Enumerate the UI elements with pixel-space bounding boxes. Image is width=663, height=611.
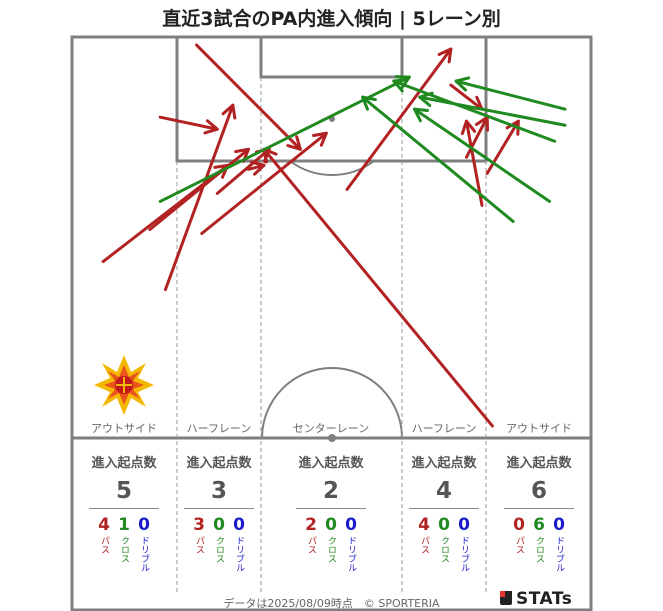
pass-label: パス	[99, 536, 109, 554]
dribble-label: ドリブル	[459, 536, 469, 572]
lane-labels: アウトサイド ハーフレーン センターレーン ハーフレーン アウトサイド	[91, 422, 572, 435]
divider	[409, 508, 479, 509]
dribble-label: ドリブル	[554, 536, 564, 572]
pass-count: 0	[513, 515, 525, 535]
dribble-count: 0	[233, 515, 245, 535]
entry-total: 2	[322, 478, 339, 504]
pass-arrow-head-6	[312, 131, 328, 147]
brand-text: STATs	[516, 589, 573, 609]
pass-label: パス	[306, 536, 316, 554]
cross-count: 1	[118, 515, 130, 535]
pass-count: 2	[305, 515, 317, 535]
dribble-count: 0	[553, 515, 565, 535]
entry-total: 3	[210, 478, 227, 504]
entry-total: 6	[530, 478, 547, 504]
dribble-count: 0	[345, 515, 357, 535]
pass-label: パス	[419, 536, 429, 554]
dribble-label: ドリブル	[234, 536, 244, 572]
footer-note: データは2025/08/09時点 © SPORTERIA	[223, 597, 440, 610]
cross-label: クロス	[534, 536, 544, 563]
lane-stat-half-right: 進入起点数 4 4 パス 0 クロス 0 ドリブル	[396, 452, 492, 572]
lane-label-3: ハーフレーン	[412, 422, 477, 435]
entry-arrows	[101, 43, 567, 428]
lane-stat-outside-left: 進入起点数 5 4 パス 1 クロス 0 ドリブル	[76, 452, 172, 572]
pitch-lines	[70, 35, 593, 611]
pass-arrow-5	[195, 43, 302, 151]
cross-label: クロス	[439, 536, 449, 563]
dribble-label: ドリブル	[139, 536, 149, 572]
cross-arrow-head-3	[418, 91, 434, 107]
goal-area	[259, 35, 404, 79]
cross-arrow-2	[392, 79, 557, 143]
pass-arrow-head-1	[221, 103, 237, 120]
dribble-label: ドリブル	[346, 536, 356, 572]
cross-arrow-3	[418, 95, 567, 127]
pass-arrow-2	[148, 147, 250, 231]
entry-total: 4	[435, 478, 452, 504]
pass-arrow-13	[449, 83, 484, 111]
lane-label-1: ハーフレーン	[187, 422, 252, 435]
pass-arrow-9	[262, 147, 494, 428]
pass-count: 3	[193, 515, 205, 535]
pass-count: 4	[98, 515, 110, 535]
lane-head: 進入起点数	[186, 456, 252, 471]
cross-count: 0	[325, 515, 337, 535]
pass-arrow-12	[485, 119, 520, 175]
dribble-count: 0	[138, 515, 150, 535]
pass-arrow-6	[200, 131, 328, 235]
cross-label: クロス	[119, 536, 129, 563]
pass-arrow-head-8	[437, 47, 453, 64]
pass-arrow-head-2	[234, 147, 250, 163]
pass-arrow-head-11	[460, 119, 477, 136]
pass-arrow-8	[345, 47, 453, 191]
divider	[504, 508, 574, 509]
pass-arrow-11	[464, 119, 484, 207]
lane-head: 進入起点数	[298, 456, 364, 471]
pass-arrow-head-3	[203, 119, 219, 135]
pass-arrow-4	[215, 147, 271, 195]
pass-arrow-10	[464, 115, 489, 159]
lane-head: 進入起点数	[91, 456, 157, 471]
centre-spot	[328, 434, 336, 442]
brand-mark-icon	[500, 591, 512, 605]
divider	[89, 508, 159, 509]
pass-arrow-head-7	[249, 160, 266, 176]
lane-head: 進入起点数	[411, 456, 477, 471]
cross-arrow-5	[361, 95, 515, 223]
entry-total: 5	[115, 478, 132, 504]
cross-count: 0	[438, 515, 450, 535]
dribble-count: 0	[458, 515, 470, 535]
cross-arrow-4	[413, 107, 551, 203]
cross-arrow-head-2	[392, 77, 409, 93]
pass-arrow-3	[158, 115, 219, 131]
cross-arrow-head-4	[413, 107, 429, 123]
cross-label: クロス	[214, 536, 224, 563]
pass-label: パス	[514, 536, 524, 554]
cross-count: 0	[213, 515, 225, 535]
cross-label: クロス	[326, 536, 336, 563]
cross-count: 6	[533, 515, 545, 535]
lane-stat-outside-right: 進入起点数 6 0 パス 6 クロス 0 ドリブル	[491, 452, 587, 572]
lane-label-4: アウトサイド	[506, 422, 572, 435]
cross-arrow-0	[158, 75, 411, 203]
pass-label: パス	[194, 536, 204, 554]
lane-head: 進入起点数	[506, 456, 572, 471]
lane-label-0: アウトサイド	[91, 422, 157, 435]
lane-stat-half-left: 進入起点数 3 3 パス 0 クロス 0 ドリブル	[171, 452, 267, 572]
crest-emblem-icon	[94, 355, 154, 415]
lane-label-2: センターレーン	[293, 422, 369, 435]
chart-title: 直近3試合のPA内進入傾向 | 5レーン別	[162, 8, 501, 30]
divider	[184, 508, 254, 509]
centre-circle	[261, 367, 403, 439]
pass-arrow-head-5	[286, 135, 302, 151]
pass-count: 4	[418, 515, 430, 535]
pass-arrow-1	[163, 103, 235, 292]
divider	[296, 508, 366, 509]
cross-arrow-1	[454, 79, 567, 111]
lane-stat-center: 進入起点数 2 2 パス 0 クロス 0 ドリブル	[283, 452, 379, 572]
brand-logo: STATs	[500, 589, 572, 609]
cross-arrow-head-5	[361, 95, 377, 111]
cross-arrow-head-1	[454, 76, 471, 92]
